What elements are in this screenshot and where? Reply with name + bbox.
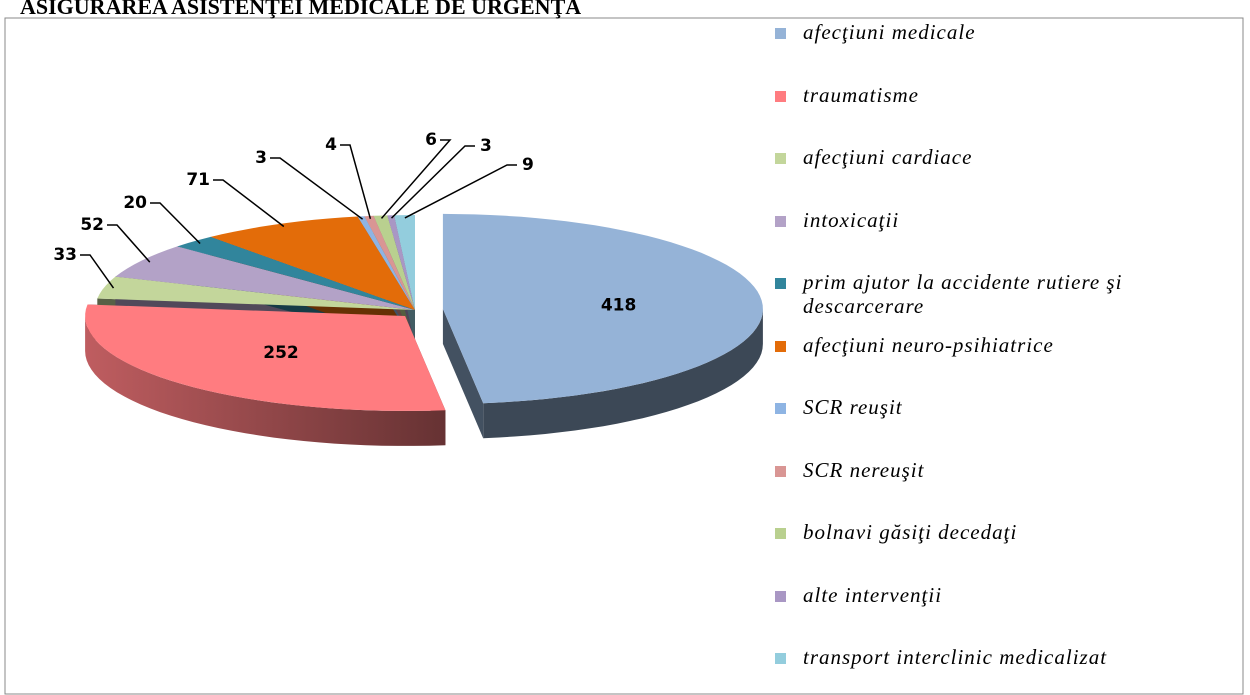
data-label: 33 bbox=[53, 245, 77, 265]
legend-label: afecţiuni neuro-psihiatrice bbox=[803, 332, 1054, 357]
slice bbox=[210, 216, 415, 310]
legend-item: bolnavi găsiţi decedaţi bbox=[775, 520, 1235, 544]
data-label: 71 bbox=[186, 170, 210, 190]
chart-title: ASIGURAREA ASISTENŢEI MEDICALE DE URGENŢ… bbox=[20, 0, 581, 19]
legend-swatch bbox=[775, 153, 786, 164]
legend-swatch bbox=[775, 215, 786, 227]
data-label: 418 bbox=[601, 296, 637, 316]
legend-swatch bbox=[775, 590, 786, 602]
leader-line bbox=[404, 164, 517, 219]
data-label: 6 bbox=[425, 130, 437, 150]
leader-line bbox=[150, 202, 201, 245]
slice bbox=[373, 215, 415, 310]
legend-item: SCR reuşit bbox=[775, 395, 1235, 419]
legend-label: afecţiuni cardiace bbox=[803, 145, 973, 169]
legend-swatch bbox=[775, 90, 786, 102]
legend-label: afecţiuni medicale bbox=[803, 20, 976, 44]
legend-swatch bbox=[775, 278, 786, 289]
slice bbox=[97, 276, 416, 310]
slice bbox=[394, 215, 415, 310]
slice-wall bbox=[85, 316, 446, 446]
legend-item: afecţiuni medicale bbox=[775, 20, 1235, 44]
leader-line bbox=[270, 157, 364, 220]
legend-item: SCR nereuşit bbox=[775, 458, 1235, 482]
slice-wall bbox=[483, 308, 763, 439]
data-label: 252 bbox=[263, 343, 299, 363]
legend-item: alte intervenţii bbox=[775, 583, 1235, 607]
slice bbox=[364, 215, 415, 310]
legend-swatch bbox=[775, 528, 786, 539]
data-label: 3 bbox=[255, 148, 267, 168]
leader-line bbox=[340, 144, 372, 219]
slice bbox=[357, 216, 415, 310]
legend-label: transport interclinic medicalizat bbox=[803, 645, 1108, 669]
data-label: 20 bbox=[123, 193, 147, 213]
legend-item: prim ajutor la accidente rutiere şi desc… bbox=[775, 270, 1235, 318]
legend-item: transport interclinic medicalizat bbox=[775, 645, 1235, 669]
legend-item: afecţiuni neuro-psihiatrice bbox=[775, 333, 1235, 357]
legend-swatch bbox=[775, 465, 786, 477]
data-label: 9 bbox=[522, 155, 534, 175]
leader-line bbox=[80, 254, 115, 289]
legend-item: intoxicaţii bbox=[775, 208, 1235, 232]
slice bbox=[115, 246, 416, 310]
slice bbox=[442, 213, 763, 404]
leader-line bbox=[380, 139, 452, 219]
leader-line bbox=[390, 145, 475, 219]
data-label: 3 bbox=[480, 136, 492, 156]
legend-swatch bbox=[775, 403, 786, 414]
slice-side bbox=[442, 308, 484, 439]
legend-label: alte intervenţii bbox=[803, 582, 943, 607]
legend-label: bolnavi găsiţi decedaţi bbox=[803, 520, 1018, 544]
legend-swatch bbox=[775, 340, 786, 352]
slice bbox=[85, 304, 446, 411]
leader-line bbox=[213, 179, 285, 228]
slice bbox=[177, 236, 415, 310]
slice bbox=[387, 215, 415, 310]
legend-swatch bbox=[775, 653, 786, 664]
data-label: 52 bbox=[80, 215, 104, 235]
legend-label: intoxicaţii bbox=[803, 207, 900, 232]
legend-label: prim ajutor la accidente rutiere şi desc… bbox=[803, 270, 1123, 318]
leader-line bbox=[107, 224, 151, 263]
legend-swatch bbox=[775, 28, 786, 39]
data-label: 4 bbox=[325, 135, 337, 155]
legend-item: traumatisme bbox=[775, 83, 1235, 107]
legend-label: traumatisme bbox=[803, 82, 919, 107]
legend-label: SCR reuşit bbox=[803, 395, 903, 419]
legend-label: SCR nereuşit bbox=[803, 457, 925, 482]
legend-item: afecţiuni cardiace bbox=[775, 145, 1235, 169]
chart-border bbox=[4, 17, 1244, 695]
